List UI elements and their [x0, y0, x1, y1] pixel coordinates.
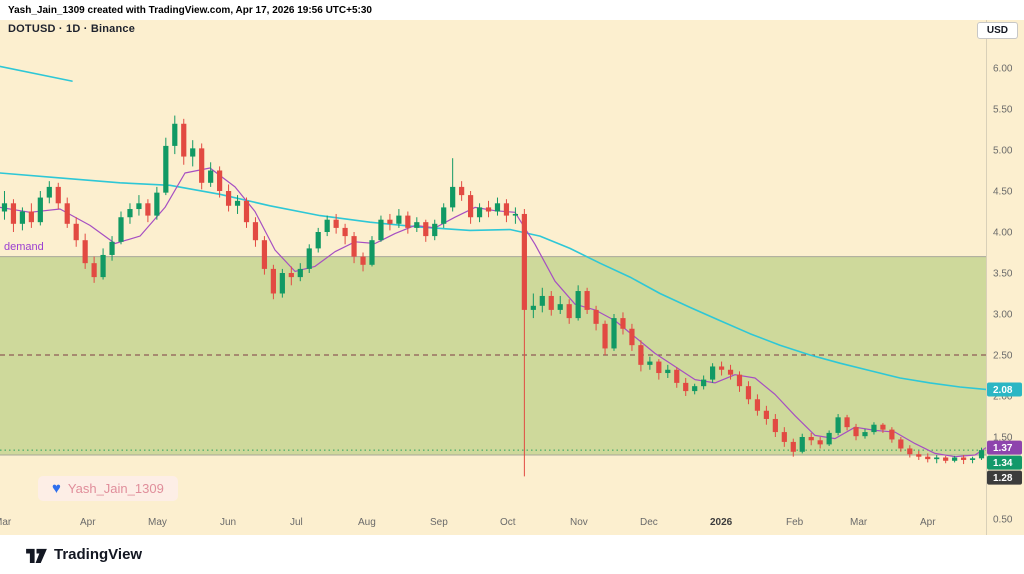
svg-text:1.37: 1.37 — [993, 443, 1013, 454]
svg-text:2.50: 2.50 — [993, 351, 1013, 362]
svg-text:Sep: Sep — [430, 517, 448, 528]
svg-text:1.50: 1.50 — [993, 433, 1013, 444]
symbol-legend[interactable]: DOTUSD · 1D · Binance — [8, 23, 136, 35]
currency-toggle-button[interactable]: USD — [976, 22, 1018, 39]
svg-text:5.50: 5.50 — [993, 105, 1013, 116]
heart-icon: ♥ — [52, 480, 61, 497]
svg-text:Jun: Jun — [220, 517, 236, 528]
demand-zone-label: demand — [4, 241, 44, 253]
author-watermark: ♥ Yash_Jain_1309 — [38, 476, 178, 501]
author-name: Yash_Jain_1309 — [67, 481, 164, 496]
svg-text:Oct: Oct — [500, 517, 516, 528]
footer-bar: TradingView — [0, 535, 1024, 574]
svg-text:Jul: Jul — [290, 517, 303, 528]
attribution-bar: Yash_Jain_1309 created with TradingView.… — [0, 0, 1024, 20]
price-chart-canvas[interactable]: 6.00 5.50 5.00 4.50 4.00 3.50 3.00 2.50 2.00 1.50… — [0, 20, 1024, 535]
svg-text:4.00: 4.00 — [993, 228, 1013, 239]
svg-text:Feb: Feb — [786, 517, 804, 528]
svg-text:1.34: 1.34 — [993, 458, 1013, 469]
svg-text:Aug: Aug — [358, 517, 376, 528]
svg-text:3.00: 3.00 — [993, 310, 1013, 321]
svg-text:2026: 2026 — [710, 517, 733, 528]
chart-area: 6.00 5.50 5.00 4.50 4.00 3.50 3.00 2.50 2.00 1.50… — [0, 20, 1024, 535]
svg-text:0.50: 0.50 — [993, 515, 1013, 526]
tradingview-logo-icon[interactable] — [26, 546, 47, 563]
attribution-text: Yash_Jain_1309 created with TradingView.… — [8, 4, 372, 16]
svg-text:Mar: Mar — [850, 517, 868, 528]
svg-text:2.00: 2.00 — [993, 392, 1013, 403]
svg-text:3.50: 3.50 — [993, 269, 1013, 280]
svg-text:Dec: Dec — [640, 517, 658, 528]
svg-text:4.50: 4.50 — [993, 187, 1013, 198]
svg-text:2.08: 2.08 — [993, 385, 1013, 396]
svg-text:Nov: Nov — [570, 517, 588, 528]
svg-text:1.28: 1.28 — [993, 473, 1013, 484]
svg-text:Apr: Apr — [80, 517, 96, 528]
svg-text:6.00: 6.00 — [993, 64, 1013, 75]
svg-text:May: May — [148, 517, 167, 528]
svg-text:5.00: 5.00 — [993, 146, 1013, 157]
svg-text:Apr: Apr — [920, 517, 936, 528]
tradingview-brand-text[interactable]: TradingView — [54, 546, 143, 563]
svg-text:Mar: Mar — [0, 517, 12, 528]
